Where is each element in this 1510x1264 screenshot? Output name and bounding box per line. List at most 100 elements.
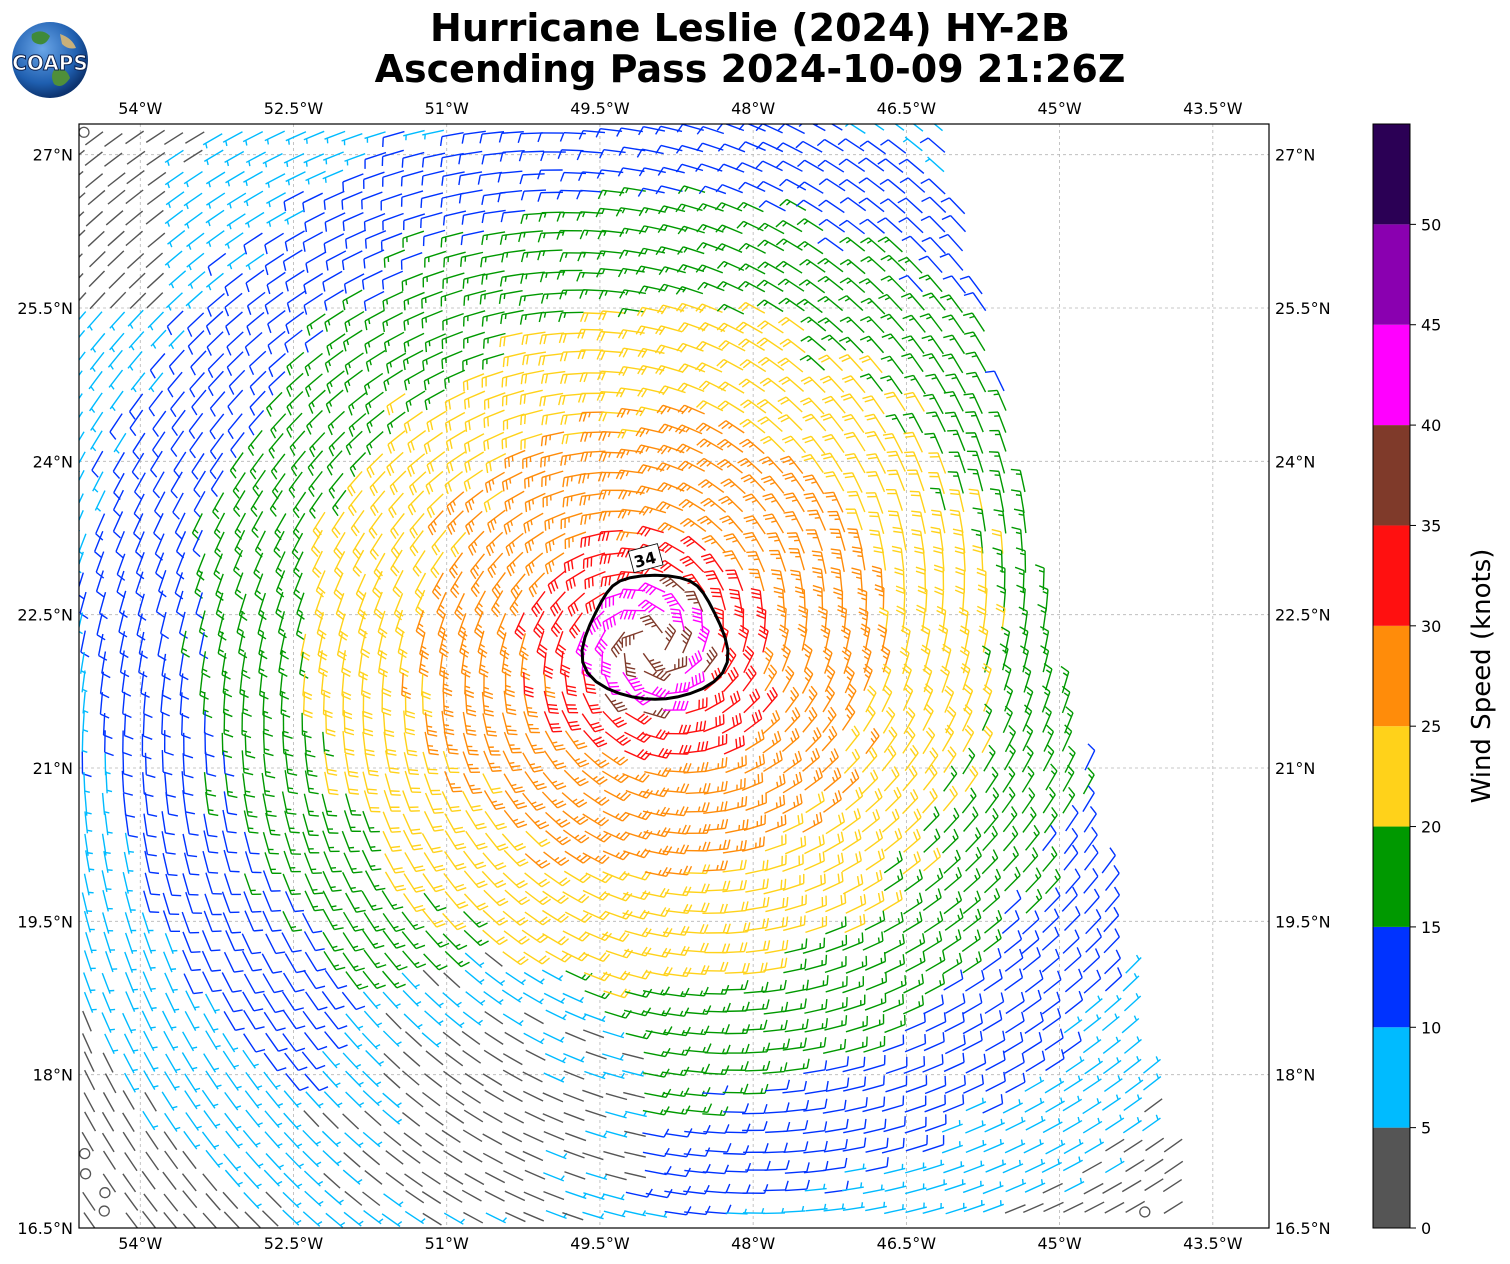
wind-barb bbox=[811, 567, 825, 592]
wind-barb bbox=[383, 789, 401, 812]
wind-barb bbox=[163, 1131, 178, 1151]
wind-barb bbox=[463, 469, 483, 492]
wind-barb bbox=[324, 1189, 344, 1206]
wind-barb bbox=[442, 210, 467, 226]
lon-tick-label-bottom: 43.5°W bbox=[1183, 1234, 1243, 1253]
wind-barb bbox=[565, 1031, 586, 1042]
wind-barb bbox=[1010, 489, 1025, 514]
wind-barb bbox=[842, 1202, 865, 1212]
wind-barb bbox=[124, 971, 138, 993]
wind-barb bbox=[249, 370, 267, 396]
wind-barb bbox=[680, 626, 693, 654]
wind-barb bbox=[523, 711, 540, 734]
wind-barb bbox=[481, 209, 506, 224]
wind-barb bbox=[403, 411, 423, 434]
wind-barb bbox=[1025, 824, 1040, 851]
lon-tick-label-bottom: 45°W bbox=[1038, 1234, 1082, 1253]
wind-barb bbox=[533, 610, 545, 638]
wind-barb bbox=[241, 933, 262, 955]
wind-barb bbox=[524, 531, 545, 554]
wind-barb bbox=[742, 1184, 769, 1194]
wind-barb bbox=[243, 793, 258, 818]
wind-barb bbox=[928, 471, 945, 495]
wind-barb bbox=[1042, 705, 1052, 733]
lon-tick-label-top: 49.5°W bbox=[570, 99, 630, 118]
wind-barb bbox=[820, 413, 844, 432]
wind-barb bbox=[999, 643, 1009, 671]
wind-barb bbox=[805, 975, 829, 991]
wind-barb bbox=[962, 1013, 983, 1035]
wind-barb bbox=[1062, 1116, 1083, 1133]
wind-barb bbox=[594, 629, 608, 657]
wind-barb bbox=[682, 923, 709, 934]
wind-barb bbox=[164, 1150, 179, 1170]
wind-barb bbox=[818, 199, 845, 214]
wind-barb bbox=[909, 490, 926, 514]
wind-barb bbox=[800, 376, 826, 393]
wind-barb bbox=[344, 369, 363, 393]
wind-barb bbox=[384, 871, 407, 892]
wind-barb bbox=[124, 1192, 139, 1211]
wind-barb bbox=[735, 162, 763, 173]
wind-barb bbox=[373, 591, 384, 620]
wind-barb bbox=[585, 592, 605, 614]
wind-barb bbox=[431, 529, 447, 556]
wind-barb bbox=[322, 1070, 341, 1088]
wind-barb bbox=[520, 369, 545, 385]
wind-barb-calm bbox=[99, 1187, 111, 1199]
wind-barb bbox=[310, 529, 323, 557]
wind-barb bbox=[179, 653, 189, 681]
wind-barb bbox=[714, 202, 743, 212]
wind-barb bbox=[902, 727, 916, 754]
wind-barb bbox=[245, 269, 265, 293]
wind-barb bbox=[847, 490, 866, 513]
wind-barb bbox=[1121, 1179, 1142, 1193]
wind-barb bbox=[736, 201, 764, 213]
wind-barb bbox=[481, 370, 504, 388]
wind-barb bbox=[439, 132, 464, 147]
wind-barb bbox=[543, 750, 567, 770]
wind-barb bbox=[242, 690, 252, 717]
wind-barb bbox=[643, 907, 671, 918]
wind-barb bbox=[264, 253, 285, 276]
wind-barb bbox=[122, 1090, 135, 1110]
wind-barb bbox=[463, 850, 487, 870]
wind-barb bbox=[638, 285, 666, 295]
wind-barb bbox=[122, 751, 133, 778]
wind-barb bbox=[234, 572, 244, 600]
colorbar-bin bbox=[1373, 324, 1410, 426]
wind-barb bbox=[464, 969, 485, 985]
wind-barb bbox=[642, 686, 670, 699]
wind-barb bbox=[517, 132, 543, 143]
wind-barb bbox=[223, 791, 238, 816]
wind-barb bbox=[1062, 1031, 1082, 1055]
wind-barb bbox=[79, 170, 84, 176]
wind-barb bbox=[422, 1091, 441, 1107]
wind-barb bbox=[362, 1150, 381, 1166]
wind-barb bbox=[181, 1173, 197, 1192]
wind-barb bbox=[901, 235, 927, 253]
wind-barb bbox=[83, 910, 95, 933]
wind-barb bbox=[783, 1205, 806, 1213]
wind-barb bbox=[285, 1152, 304, 1170]
wind-barb bbox=[320, 671, 331, 699]
wind-barb bbox=[1084, 1138, 1105, 1154]
wind-barb bbox=[331, 511, 345, 539]
wind-barb bbox=[597, 229, 624, 240]
wind-barb bbox=[665, 762, 692, 773]
wind-barb bbox=[247, 430, 263, 456]
wind-barb bbox=[84, 151, 103, 167]
wind-barb bbox=[1023, 1203, 1044, 1213]
wind-barb bbox=[461, 1030, 481, 1046]
wind-barb bbox=[326, 333, 346, 356]
wind-barb bbox=[363, 372, 384, 396]
wind-barb bbox=[224, 1112, 242, 1132]
wind-barb bbox=[922, 1054, 944, 1073]
wind-barb bbox=[183, 973, 203, 995]
wind-barb bbox=[142, 950, 156, 972]
wind-barb bbox=[540, 431, 565, 447]
wind-barb bbox=[79, 149, 85, 156]
wind-barb bbox=[720, 478, 746, 495]
wind-barb bbox=[962, 1180, 985, 1194]
wind-barb bbox=[1101, 847, 1116, 874]
